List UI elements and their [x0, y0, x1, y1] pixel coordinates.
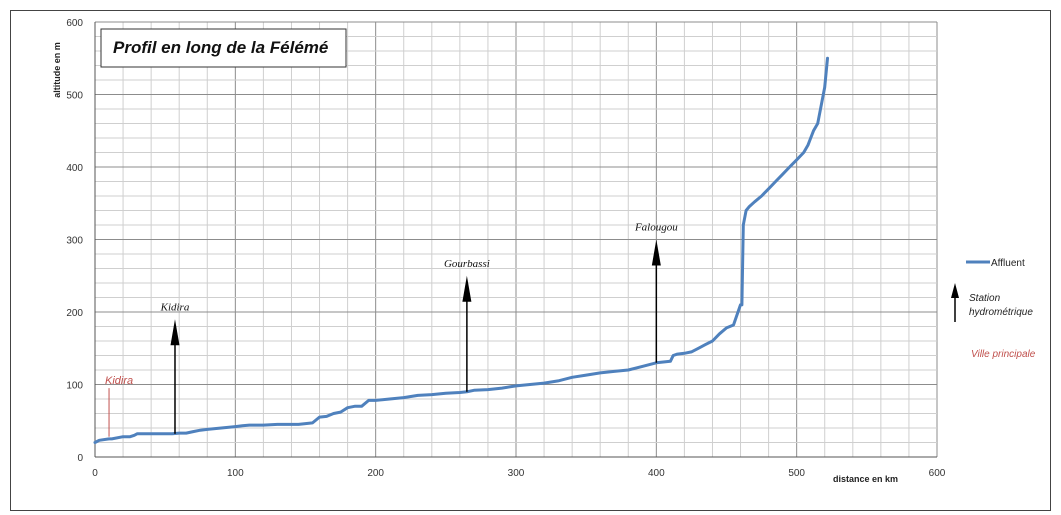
x-tick-label: 600: [929, 468, 946, 479]
x-tick-label: 100: [227, 468, 244, 479]
y-axis-title: altitude en m: [52, 42, 62, 98]
station-label: Falougou: [634, 222, 678, 234]
legend-city-label: Ville principale: [971, 349, 1036, 360]
legend-station-label-line2: hydrométrique: [969, 307, 1033, 318]
station-arrow-head: [170, 319, 180, 346]
annotations-layer: Kidira Kidira Gourbassi Falougou: [105, 222, 678, 437]
city-label: Kidira: [105, 375, 133, 387]
legend-station-label-line1: Station: [969, 293, 1001, 304]
x-axis-title: distance en km: [833, 474, 898, 484]
legend: Affluent Station hydrométrique Ville pri…: [951, 258, 1036, 360]
series-line: [93, 56, 829, 444]
x-tick-label: 0: [92, 468, 98, 479]
y-tick-label: 300: [66, 236, 83, 247]
axes: [94, 22, 937, 458]
x-tick-label: 300: [508, 468, 525, 479]
chart-title: Profil en long de la Félémé: [113, 38, 328, 57]
station-label: Kidira: [160, 301, 190, 313]
legend-series-label: Affluent: [991, 258, 1025, 269]
series-layer: [93, 56, 829, 444]
y-tick-labels: 0 100 200 300 400 500 600: [66, 18, 83, 464]
y-tick-label: 0: [77, 453, 83, 464]
y-tick-label: 600: [66, 18, 83, 29]
station-arrow-head: [651, 239, 661, 266]
y-tick-label: 100: [66, 381, 83, 392]
chart-frame: [10, 10, 1051, 511]
x-tick-label: 200: [367, 468, 384, 479]
x-tick-labels: 0 100 200 300 400 500 600: [92, 468, 946, 479]
legend-station-arrow-head: [951, 283, 959, 298]
title-box-border: [100, 28, 347, 68]
station-label: Gourbassi: [444, 258, 490, 270]
y-tick-label: 500: [66, 91, 83, 102]
station-arrow-head: [462, 275, 472, 302]
y-tick-label: 200: [66, 308, 83, 319]
x-tick-label: 400: [648, 468, 665, 479]
x-tick-label: 500: [788, 468, 805, 479]
y-tick-label: 400: [66, 163, 83, 174]
chart-title-box: Profil en long de la Félémé: [100, 28, 347, 68]
